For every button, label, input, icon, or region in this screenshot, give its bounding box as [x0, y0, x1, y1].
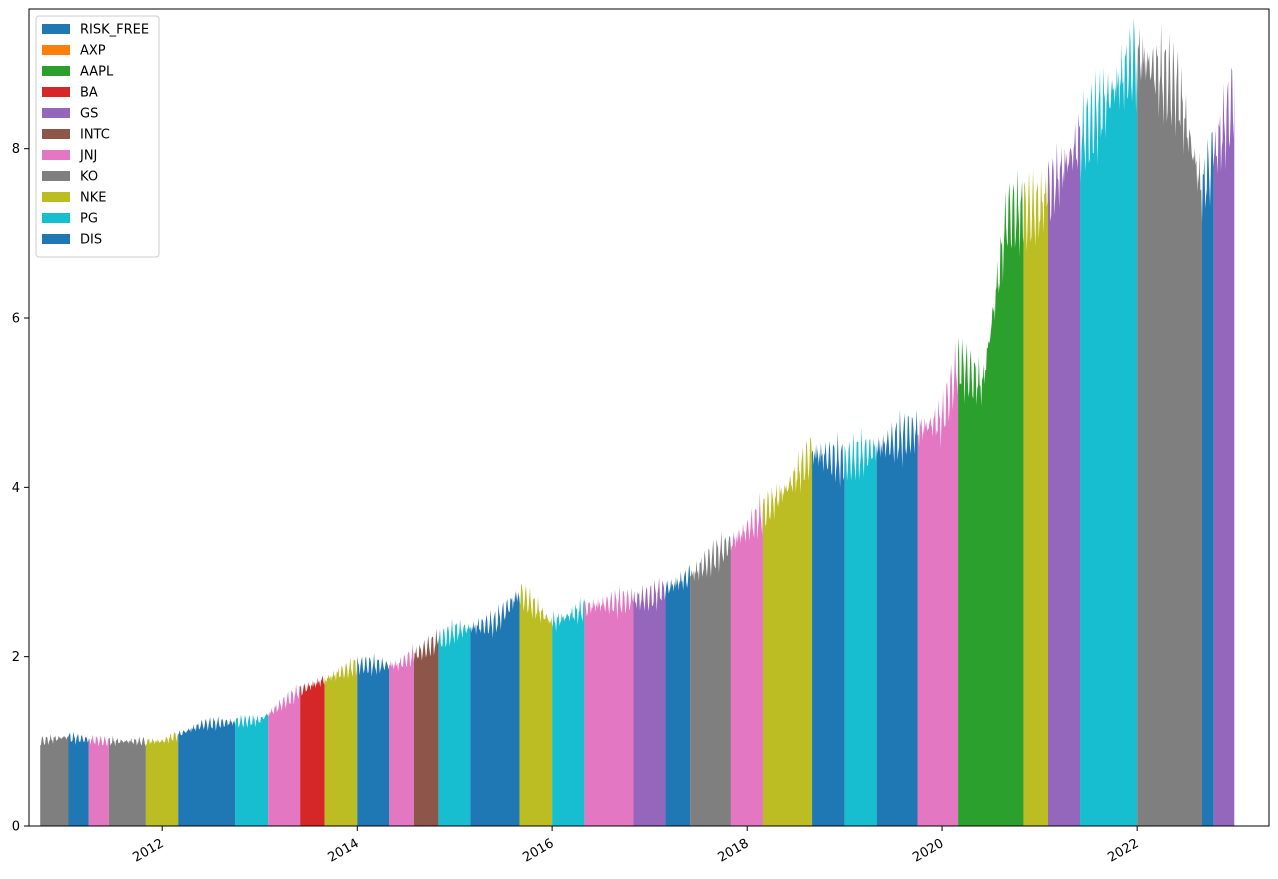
area-layer: [40, 17, 1235, 826]
area-ko-31: [1137, 23, 1203, 826]
area-dis-10: [357, 652, 390, 826]
area-dis-5: [178, 716, 236, 826]
x-tick-label-2016: 2016: [520, 836, 556, 866]
y-tick-label-8: 8: [12, 142, 20, 157]
area-aapl-27: [958, 168, 1024, 826]
x-tick-label-2022: 2022: [1105, 836, 1141, 866]
area-dis-23: [812, 431, 845, 826]
area-nke-4: [145, 732, 179, 826]
area-dis-14: [470, 590, 520, 826]
legend-label-nke: NKE: [80, 191, 106, 206]
area-jnj-11: [389, 643, 414, 826]
area-jnj-17: [584, 585, 634, 826]
y-tick-label-2: 2: [12, 650, 20, 665]
area-dis-19: [665, 564, 691, 826]
legend-label-intc: INTC: [80, 128, 110, 143]
legend-swatch-intc: [42, 129, 70, 139]
legend-swatch-pg: [42, 213, 70, 223]
area-ko-20: [690, 531, 731, 826]
area-nke-28: [1023, 169, 1049, 826]
x-tick-label-2018: 2018: [715, 836, 751, 866]
legend-swatch-axp: [42, 45, 70, 55]
area-ko-0: [40, 734, 69, 826]
area-jnj-21: [730, 492, 763, 826]
legend-label-gs: GS: [80, 107, 98, 122]
x-axis: 2012 2014 2016 2018 2020 2022: [130, 826, 1142, 866]
legend-swatch-gs: [42, 108, 70, 118]
legend-label-axp: AXP: [80, 44, 106, 59]
area-gs-33: [1213, 67, 1235, 826]
legend-swatch-risk_free: [42, 24, 70, 34]
area-pg-13: [438, 618, 471, 826]
legend-swatch-aapl: [42, 66, 70, 76]
area-nke-9: [324, 656, 358, 826]
area-dis-25: [876, 409, 918, 826]
legend: RISK_FREE AXP AAPL BA GS INTC JNJ KO NKE PG DIS: [35, 15, 160, 258]
area-gs-18: [633, 577, 666, 826]
y-axis: 0 2 4 6 8: [12, 142, 29, 835]
x-tick-label-2012: 2012: [130, 836, 166, 866]
legend-swatch-jnj: [42, 150, 70, 160]
area-nke-22: [762, 437, 813, 826]
area-ba-8: [300, 675, 325, 826]
area-pg-24: [844, 427, 877, 826]
area-intc-12: [413, 628, 439, 826]
area-pg-6: [235, 713, 269, 826]
area-jnj-26: [917, 342, 959, 826]
area-dis-32: [1202, 131, 1214, 826]
plot-frame: [28, 8, 1270, 827]
area-pg-16: [552, 596, 585, 826]
area-jnj-2: [88, 734, 109, 826]
area-ko-3: [108, 735, 146, 826]
y-tick-label-4: 4: [12, 481, 20, 496]
area-jnj-7: [268, 683, 301, 826]
legend-swatch-ba: [42, 87, 70, 97]
legend-label-aapl: AAPL: [80, 65, 114, 80]
area-pg-30: [1080, 17, 1138, 826]
legend-swatch-dis: [42, 234, 70, 244]
y-tick-label-0: 0: [12, 820, 20, 835]
legend-label-pg: PG: [80, 212, 98, 227]
legend-swatch-nke: [42, 192, 70, 202]
legend-label-ba: BA: [80, 86, 98, 101]
legend-swatch-ko: [42, 171, 70, 181]
area-nke-15: [519, 583, 553, 826]
area-gs-29: [1048, 113, 1081, 826]
y-tick-label-6: 6: [12, 312, 20, 327]
legend-label-risk_free: RISK_FREE: [80, 23, 149, 38]
area-dis-1: [68, 731, 89, 826]
x-tick-label-2014: 2014: [326, 836, 362, 866]
legend-label-ko: KO: [80, 170, 98, 185]
legend-label-jnj: JNJ: [79, 149, 97, 164]
x-tick-label-2020: 2020: [910, 836, 946, 866]
legend-label-dis: DIS: [80, 233, 102, 248]
